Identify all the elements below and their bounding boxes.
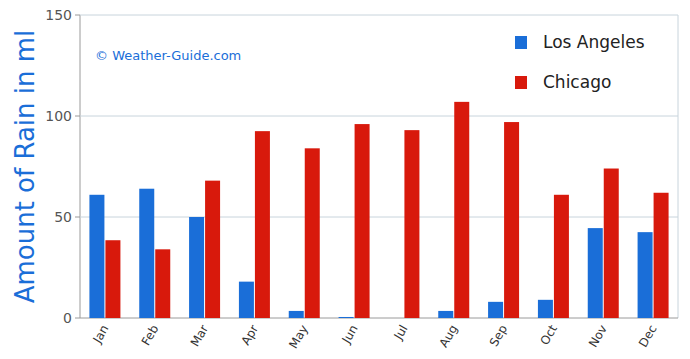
- bar: [438, 311, 453, 318]
- category-label: Jan: [90, 323, 112, 347]
- grid-line: [80, 217, 678, 218]
- bar: [305, 148, 320, 318]
- category-label: Oct: [538, 322, 561, 347]
- y-axis-label: Amount of Rain in ml: [10, 30, 40, 304]
- y-axis-line: [80, 15, 81, 318]
- category-label: Jun: [339, 323, 361, 347]
- bar: [339, 317, 354, 318]
- tick-mark: [75, 318, 80, 319]
- legend-swatch: [515, 36, 527, 49]
- category-label: Sep: [487, 323, 510, 350]
- category-label: Apr: [239, 322, 262, 347]
- bar: [554, 195, 569, 318]
- bar: [654, 193, 669, 318]
- legend-label: Chicago: [543, 72, 611, 92]
- bar: [638, 232, 653, 318]
- tick-label: 0: [63, 310, 72, 326]
- category-label: May: [286, 323, 311, 351]
- bar: [604, 169, 619, 318]
- tick-label: 100: [45, 108, 72, 124]
- bar: [189, 217, 204, 318]
- bar: [105, 240, 120, 318]
- chart: 0 50 100 150 Amount of Rain in ml © Weather-G…: [0, 0, 690, 359]
- bar: [504, 122, 519, 318]
- tick-mark: [75, 116, 80, 117]
- bar: [538, 300, 553, 318]
- grid-line: [80, 15, 678, 16]
- legend-label: Los Angeles: [543, 32, 645, 52]
- bar: [155, 249, 170, 318]
- bars: [89, 102, 668, 318]
- watermark: © Weather-Guide.com: [95, 48, 241, 63]
- category-label: Nov: [586, 323, 610, 350]
- tick-mark: [75, 217, 80, 218]
- category-label: Feb: [139, 323, 162, 348]
- bar: [355, 124, 370, 318]
- bar: [255, 131, 270, 318]
- bar: [488, 302, 503, 318]
- bar: [139, 189, 154, 318]
- tick-label: 150: [45, 7, 72, 23]
- bar: [388, 318, 403, 319]
- bar: [205, 181, 220, 318]
- category-label: Aug: [437, 323, 461, 350]
- tick-label: 50: [54, 209, 72, 225]
- bar: [404, 130, 419, 318]
- bar: [454, 102, 469, 318]
- category-label: Mar: [188, 322, 211, 349]
- bar: [588, 228, 603, 318]
- bar: [89, 195, 104, 318]
- frame-right: [678, 15, 679, 318]
- grid-line: [80, 116, 678, 117]
- category-label: Jul: [391, 323, 411, 343]
- bar: [289, 311, 304, 318]
- legend-swatch: [515, 76, 527, 89]
- category-label: Dec: [636, 323, 660, 350]
- bar: [239, 282, 254, 318]
- tick-mark: [75, 15, 80, 16]
